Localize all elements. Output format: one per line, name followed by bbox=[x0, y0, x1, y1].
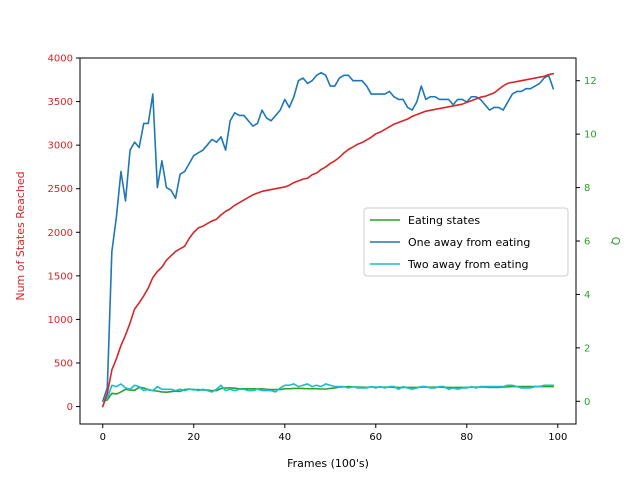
left-y-tick-label: 2000 bbox=[48, 228, 73, 239]
legend-frame bbox=[363, 207, 569, 277]
left-y-tick-label: 2500 bbox=[48, 184, 73, 195]
left-y-tick-label: 500 bbox=[54, 359, 73, 370]
x-tick-label: 20 bbox=[187, 432, 200, 443]
two-away-from-eating-line bbox=[101, 383, 555, 403]
left-y-axis-label: Num of States Reached bbox=[14, 171, 27, 300]
x-tick-label: 80 bbox=[460, 432, 473, 443]
right-y-tick-label: 12 bbox=[584, 76, 597, 87]
left-y-tick-label: 0 bbox=[67, 402, 73, 413]
legend: Eating states One away from eating Two a… bbox=[363, 207, 569, 277]
series-layer bbox=[101, 71, 555, 408]
legend-label-two-away: Two away from eating bbox=[407, 258, 529, 271]
axes-layer: 0 20 40 60 80 1000500100015002000250030003500… bbox=[48, 54, 597, 444]
right-y-tick-label: 10 bbox=[584, 130, 597, 141]
right-y-tick-label: 0 bbox=[584, 397, 590, 408]
legend-label-one-away: One away from eating bbox=[408, 236, 530, 249]
right-y-axis-label: Q bbox=[609, 237, 622, 246]
left-y-tick-label: 3500 bbox=[48, 97, 73, 108]
left-y-tick-label: 1000 bbox=[48, 315, 73, 326]
states-reached-line bbox=[101, 72, 555, 408]
left-y-tick-label: 4000 bbox=[48, 54, 73, 65]
x-axis-label: Frames (100's) bbox=[287, 457, 369, 470]
right-y-tick-label: 2 bbox=[584, 343, 590, 354]
left-y-tick-label: 3000 bbox=[48, 141, 73, 152]
right-y-tick-label: 6 bbox=[584, 237, 590, 248]
legend-label-eating-states: Eating states bbox=[408, 214, 480, 227]
x-tick-label: 40 bbox=[278, 432, 291, 443]
right-y-tick-label: 4 bbox=[584, 290, 590, 301]
right-y-tick-label: 8 bbox=[584, 183, 590, 194]
x-tick-label: 60 bbox=[369, 432, 382, 443]
x-tick-label: 100 bbox=[548, 432, 567, 443]
left-y-tick-label: 1500 bbox=[48, 271, 73, 282]
x-tick-label: 0 bbox=[100, 432, 106, 443]
